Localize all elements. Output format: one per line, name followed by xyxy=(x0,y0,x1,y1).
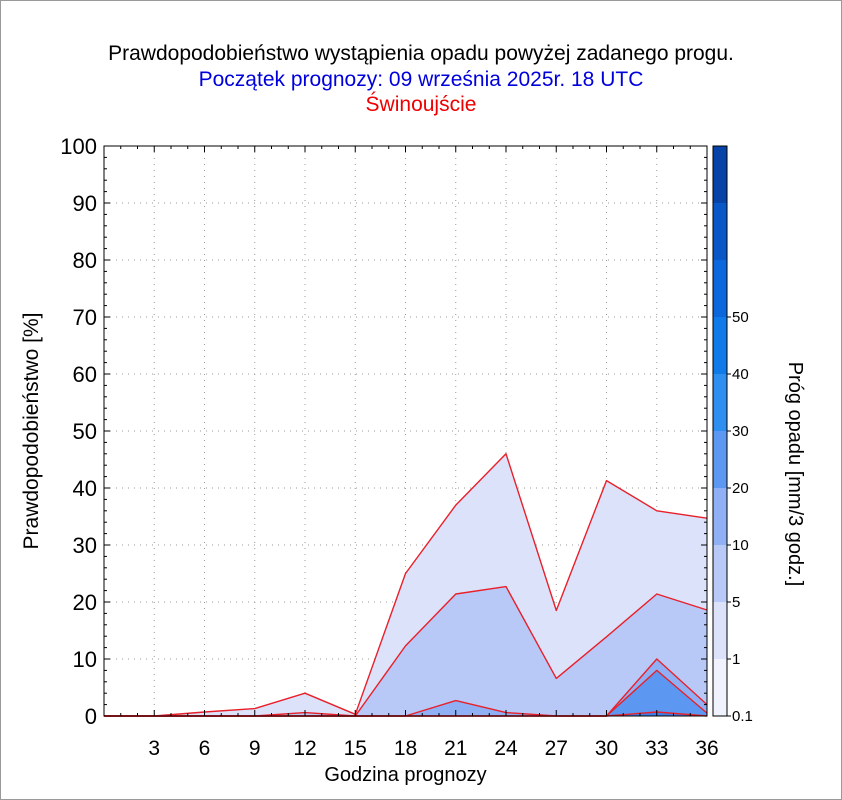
colorbar-segment xyxy=(713,431,727,488)
colorbar-tick-label: 50 xyxy=(732,309,749,326)
colorbar-segment xyxy=(713,260,727,317)
x-tick-label: 36 xyxy=(695,737,718,760)
y-tick-label: 10 xyxy=(73,647,97,672)
axis-ticks: 3 6 9 12 15 18 21 24 27 30 33 360102030405060708090… xyxy=(60,134,718,760)
x-tick-label: 9 xyxy=(249,737,261,760)
y-tick-label: 0 xyxy=(85,704,97,729)
y-tick-label: 100 xyxy=(60,134,97,159)
y-tick-label: 70 xyxy=(73,305,97,330)
colorbar-segment xyxy=(713,146,727,203)
colorbar-tick-label: 10 xyxy=(732,537,749,554)
colorbar-segment xyxy=(713,602,727,659)
area-layers xyxy=(104,453,707,716)
area-0.1 xyxy=(104,453,707,716)
chart-location: Świnoujście xyxy=(365,93,477,116)
colorbar-tick-label: 5 xyxy=(732,594,740,611)
colorbar-segment xyxy=(713,545,727,602)
x-tick-label: 12 xyxy=(293,737,316,760)
x-tick-label: 30 xyxy=(595,737,618,760)
colorbar-segment xyxy=(713,659,727,716)
colorbar-segment xyxy=(713,203,727,260)
x-tick-label: 21 xyxy=(444,737,467,760)
colorbar-tick-label: 1 xyxy=(732,651,740,668)
colorbar-tick-label: 30 xyxy=(732,423,749,440)
x-tick-label: 15 xyxy=(344,737,367,760)
colorbar-tick-label: 0.1 xyxy=(732,708,753,725)
y-tick-label: 90 xyxy=(73,191,97,216)
y-tick-label: 30 xyxy=(73,533,97,558)
area-1 xyxy=(104,586,707,716)
x-tick-label: 27 xyxy=(545,737,568,760)
y-axis-label: Prawdopodobieństwo [%] xyxy=(20,313,43,550)
colorbar-segment xyxy=(713,317,727,374)
colorbar: 0.1 1 5 10 20 30 40 50 xyxy=(712,145,753,725)
colorbar-tick-label: 20 xyxy=(732,480,749,497)
y-tick-label: 40 xyxy=(73,476,97,501)
y-tick-label: 50 xyxy=(73,419,97,444)
chart-subtitle: Początek prognozy: 09 września 2025r. 18… xyxy=(198,68,644,91)
colorbar-tick-label: 40 xyxy=(732,366,749,383)
y-tick-label: 60 xyxy=(73,362,97,387)
colorbar-segment xyxy=(713,488,727,545)
chart-title: Prawdopodobieństwo wystąpienia opadu pow… xyxy=(108,42,734,65)
y-tick-label: 80 xyxy=(73,248,97,273)
colorbar-label: Próg opadu [mm/3 godz.] xyxy=(784,362,806,587)
y-tick-label: 20 xyxy=(73,590,97,615)
x-tick-label: 3 xyxy=(148,737,160,760)
x-tick-label: 24 xyxy=(494,737,518,760)
area-10 xyxy=(104,670,707,716)
x-tick-label: 6 xyxy=(199,737,211,760)
x-tick-label: 18 xyxy=(394,737,417,760)
colorbar-segment xyxy=(713,374,727,431)
x-axis-label: Godzina prognozy xyxy=(324,764,486,786)
x-tick-label: 33 xyxy=(645,737,668,760)
